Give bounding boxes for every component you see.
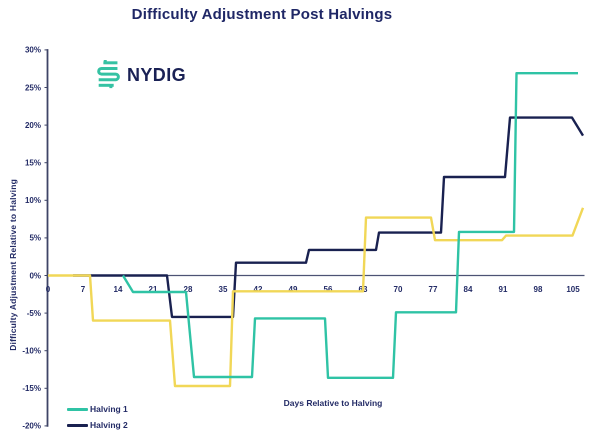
series-line-halving-1 xyxy=(121,71,578,379)
x-tick-label: 98 xyxy=(534,285,543,294)
x-tick-label: 70 xyxy=(394,285,403,294)
legend-item-halving-2: Halving 2 xyxy=(67,419,128,431)
x-tick-label: 14 xyxy=(114,285,123,294)
x-tick-label: 77 xyxy=(429,285,438,294)
x-tick-label: 42 xyxy=(254,285,263,294)
y-tick-label: 10% xyxy=(25,196,41,205)
x-tick-label: 84 xyxy=(464,285,473,294)
legend: Halving 1 Halving 2 xyxy=(67,403,128,431)
nydig-logo-icon xyxy=(97,60,120,89)
legend-item-halving-1: Halving 1 xyxy=(67,403,128,415)
x-tick-label: 21 xyxy=(149,285,158,294)
x-tick-label: 28 xyxy=(184,285,193,294)
x-tick-label: 49 xyxy=(289,285,298,294)
series-line-halving-2 xyxy=(73,116,585,319)
legend-swatch-halving-2 xyxy=(67,423,88,427)
x-tick-label: 35 xyxy=(219,285,228,294)
y-tick-label: 15% xyxy=(25,159,41,168)
y-tick-label: 0% xyxy=(29,271,41,280)
chart-title: Difficulty Adjustment Post Halvings xyxy=(131,6,393,23)
legend-label-halving-1: Halving 1 xyxy=(90,404,128,414)
x-tick-label: 7 xyxy=(81,285,86,294)
x-axis-title: Days Relative to Halving xyxy=(283,398,383,408)
legend-label-halving-2: Halving 2 xyxy=(90,420,128,430)
x-tick-label: 105 xyxy=(566,285,580,294)
y-tick-label: -20% xyxy=(22,422,41,431)
y-tick-label: -5% xyxy=(27,309,41,318)
y-tick-label: 30% xyxy=(25,46,41,55)
y-tick-label: 20% xyxy=(25,121,41,130)
y-tick-label: -15% xyxy=(22,384,41,393)
legend-swatch-halving-1 xyxy=(67,407,88,411)
nydig-logo: NYDIG xyxy=(94,58,186,92)
x-tick-label: 56 xyxy=(324,285,333,294)
y-tick-label: 5% xyxy=(29,234,41,243)
y-tick-label: 25% xyxy=(25,83,41,92)
y-tick-label: -10% xyxy=(22,347,41,356)
x-tick-label: 91 xyxy=(499,285,508,294)
nydig-logo-text: NYDIG xyxy=(127,64,187,85)
series-line-yellow xyxy=(48,207,585,388)
x-tick-label: 0 xyxy=(46,285,51,294)
